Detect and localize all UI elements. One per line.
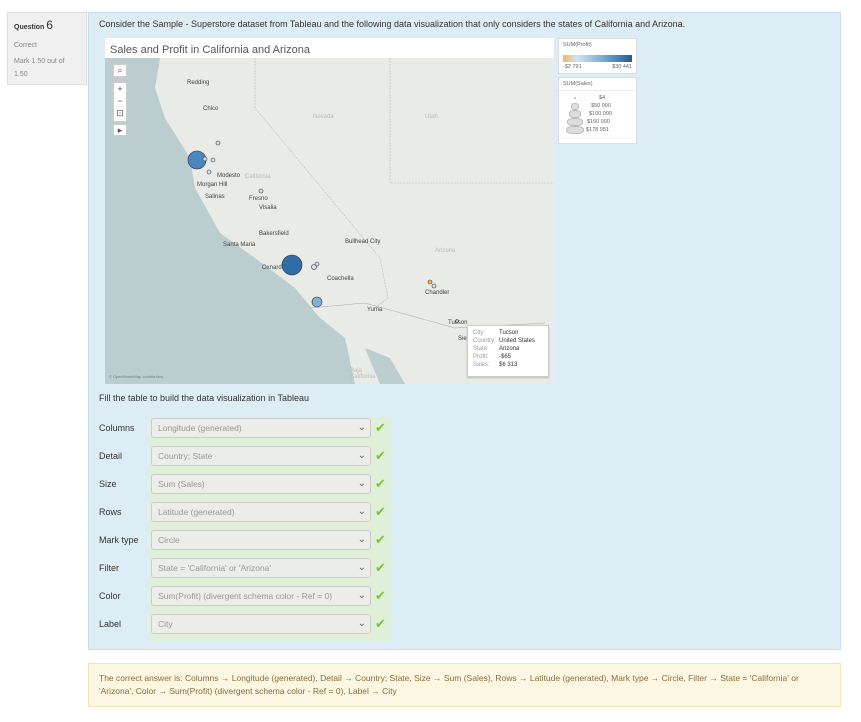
city-label: Visalia	[259, 205, 277, 211]
color-gradient	[563, 55, 632, 62]
chevron-down-icon: ⌄	[357, 534, 366, 545]
field-row-mark-type: Mark type Circle ⌄ ✔	[99, 530, 399, 550]
region-label: Utah	[425, 114, 438, 120]
sales-legend: SUM(Sales) $4 $50 000 $100 000 $150 000 …	[558, 77, 637, 144]
size-legend-item: $4	[559, 94, 636, 102]
size-legend-item: $50 000	[559, 102, 636, 110]
zoom-out-button[interactable]: −	[117, 96, 123, 106]
field-row-filter: Filter State = 'California' or 'Arizona'…	[99, 558, 399, 578]
map[interactable]: ⌕ + − ⊡ ▸ Redding Chico Modesto Morgan Hil…	[105, 58, 554, 384]
field-select[interactable]: Sum (Sales) ⌄	[151, 474, 371, 494]
field-label: Rows	[99, 507, 122, 517]
legend-min: -$2 791	[563, 64, 582, 70]
field-row-color: Color Sum(Profit) (divergent schema colo…	[99, 586, 399, 606]
city-label: Sie	[458, 336, 467, 342]
city-label: Fresno	[249, 196, 268, 202]
field-row-detail: Detail Country; State ⌄ ✔	[99, 446, 399, 466]
question-mark: Mark 1.50 out of 1.50	[14, 58, 65, 78]
region-label: California	[245, 174, 271, 180]
tooltip: City: Tucson Country: United States State:…	[467, 325, 549, 377]
map-attribution[interactable]: © OpenStreetMap contributors	[109, 374, 164, 379]
city-label: Chandler	[425, 290, 450, 296]
chevron-down-icon: ⌄	[357, 590, 366, 601]
check-icon: ✔	[375, 532, 386, 547]
legend-max: $30 441	[612, 64, 632, 70]
city-label: Coachella	[327, 276, 354, 282]
field-label: Filter	[99, 563, 119, 573]
feedback: The correct answer is: Columns → Longitu…	[88, 663, 841, 707]
city-label: Modesto	[217, 173, 241, 179]
city-label: Morgan Hill	[197, 182, 228, 188]
check-icon: ✔	[375, 588, 386, 603]
check-icon: ✔	[375, 560, 386, 575]
question-prompt: Consider the Sample - Superstore dataset…	[99, 19, 686, 29]
viz-title: Sales and Profit in California and Arizo…	[110, 44, 310, 56]
map-background	[105, 58, 554, 384]
check-icon: ✔	[375, 504, 386, 519]
city-label: Tucson	[448, 320, 468, 326]
city-label: Yuma	[367, 307, 383, 313]
chevron-down-icon: ⌄	[357, 562, 366, 573]
region-label: Arizona	[435, 248, 456, 254]
question-panel: Consider the Sample - Superstore dataset…	[88, 12, 841, 650]
question-status: Correct	[14, 42, 37, 49]
city-label: Chico	[203, 106, 219, 112]
field-label: Detail	[99, 451, 123, 461]
chevron-down-icon: ⌄	[357, 618, 366, 629]
field-select[interactable]: Longitude (generated) ⌄	[151, 418, 371, 438]
field-label: Label	[99, 619, 122, 629]
field-row-columns: Columns Longitude (generated) ⌄ ✔	[99, 418, 399, 438]
field-row-rows: Rows Latitude (generated) ⌄ ✔	[99, 502, 399, 522]
check-icon: ✔	[375, 476, 386, 491]
chevron-down-icon: ⌄	[357, 478, 366, 489]
zoom-in-button[interactable]: +	[117, 84, 123, 94]
profit-legend: SUM(Profit) -$2 791 $30 441	[558, 38, 637, 74]
check-icon: ✔	[375, 616, 386, 631]
field-select[interactable]: Circle ⌄	[151, 530, 371, 550]
field-label: Size	[99, 479, 117, 489]
field-select[interactable]: Sum(Profit) (divergent schema color - Re…	[151, 586, 371, 606]
field-label: Mark type	[99, 535, 139, 545]
search-map-button[interactable]: ⌕	[113, 64, 127, 77]
zoom-controls[interactable]: + − ⊡	[113, 82, 127, 122]
field-row-label: Label City ⌄ ✔	[99, 614, 399, 634]
tableau-visualization: Sales and Profit in California and Arizo…	[105, 38, 554, 384]
field-label: Color	[99, 591, 121, 601]
region-label: Nevada	[313, 114, 334, 120]
city-label: Bullhead City	[345, 239, 381, 245]
field-label: Columns	[99, 423, 135, 433]
field-select[interactable]: City ⌄	[151, 614, 371, 634]
legend-title: SUM(Sales)	[559, 78, 636, 91]
question-number: Question 6	[14, 18, 53, 32]
field-select[interactable]: Country; State ⌄	[151, 446, 371, 466]
field-row-size: Size Sum (Sales) ⌄ ✔	[99, 474, 399, 494]
check-icon: ✔	[375, 448, 386, 463]
pan-icon[interactable]: ⊡	[116, 108, 124, 118]
legend-title: SUM(Profit)	[563, 42, 592, 48]
check-icon: ✔	[375, 420, 386, 435]
size-legend-item: $178 951	[559, 126, 636, 134]
chevron-down-icon: ⌄	[357, 422, 366, 433]
city-label: Bakersfield	[259, 231, 289, 237]
field-select[interactable]: Latitude (generated) ⌄	[151, 502, 371, 522]
chevron-down-icon: ⌄	[357, 450, 366, 461]
size-legend-item: $100 000	[559, 110, 636, 118]
fill-instruction: Fill the table to build the data visuali…	[99, 393, 309, 403]
city-label: Redding	[187, 80, 210, 86]
size-legend-item: $150 000	[559, 118, 636, 126]
region-label: Baja California	[350, 368, 376, 380]
play-button[interactable]: ▸	[113, 124, 127, 136]
city-label: Santa Maria	[223, 242, 256, 248]
city-label: Salinas	[205, 194, 225, 200]
field-select[interactable]: State = 'California' or 'Arizona' ⌄	[151, 558, 371, 578]
city-label: Oxnard	[262, 265, 282, 271]
question-info: Question 6 Correct Mark 1.50 out of 1.50	[7, 12, 87, 85]
chevron-down-icon: ⌄	[357, 506, 366, 517]
